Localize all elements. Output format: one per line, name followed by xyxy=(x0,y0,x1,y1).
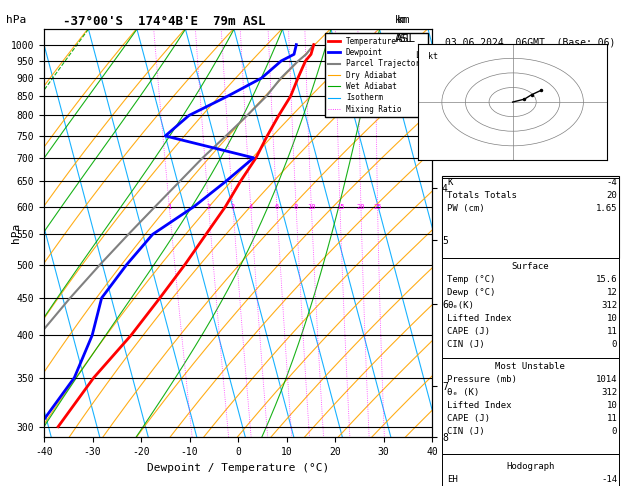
Text: 8: 8 xyxy=(294,204,298,210)
Text: Lifted Index: Lifted Index xyxy=(447,314,511,323)
Text: -37°00'S  174°4B'E  79m ASL: -37°00'S 174°4B'E 79m ASL xyxy=(63,15,265,28)
Text: 0: 0 xyxy=(612,427,617,436)
Text: θₑ(K): θₑ(K) xyxy=(447,301,474,310)
Text: 12: 12 xyxy=(606,288,617,297)
Text: θₑ (K): θₑ (K) xyxy=(447,388,479,397)
Text: CAPE (J): CAPE (J) xyxy=(447,414,490,423)
Text: 15: 15 xyxy=(336,204,344,210)
FancyBboxPatch shape xyxy=(442,178,619,258)
Text: CIN (J): CIN (J) xyxy=(447,340,485,349)
Text: hPa: hPa xyxy=(6,15,26,25)
Text: 20: 20 xyxy=(606,191,617,200)
Text: 15.6: 15.6 xyxy=(596,275,617,284)
Text: 03.06.2024  06GMT  (Base: 06): 03.06.2024 06GMT (Base: 06) xyxy=(445,37,616,47)
Text: -4: -4 xyxy=(606,178,617,187)
Text: CAPE (J): CAPE (J) xyxy=(447,327,490,336)
Text: LCL: LCL xyxy=(415,52,430,60)
Text: PW (cm): PW (cm) xyxy=(447,204,485,213)
FancyBboxPatch shape xyxy=(442,258,619,358)
Text: -14: -14 xyxy=(601,475,617,484)
FancyBboxPatch shape xyxy=(442,176,619,258)
Text: 11: 11 xyxy=(606,414,617,423)
Text: 10: 10 xyxy=(307,204,316,210)
Text: Pressure (mb): Pressure (mb) xyxy=(447,375,517,384)
Text: ASL: ASL xyxy=(396,34,416,44)
Text: 312: 312 xyxy=(601,301,617,310)
Text: 10: 10 xyxy=(606,401,617,410)
Text: Temp (°C): Temp (°C) xyxy=(447,275,496,284)
Text: 1: 1 xyxy=(167,204,172,210)
Text: 20: 20 xyxy=(357,204,365,210)
Text: 312: 312 xyxy=(601,388,617,397)
Text: K: K xyxy=(447,178,452,187)
Text: 25: 25 xyxy=(373,204,382,210)
Text: 6: 6 xyxy=(275,204,279,210)
Legend: Temperature, Dewpoint, Parcel Trajectory, Dry Adiabat, Wet Adiabat, Isotherm, Mi: Temperature, Dewpoint, Parcel Trajectory… xyxy=(325,33,428,117)
Text: km: km xyxy=(396,15,409,25)
Text: ASL: ASL xyxy=(395,34,413,44)
FancyBboxPatch shape xyxy=(442,358,619,454)
Text: kt: kt xyxy=(428,52,438,61)
Text: km: km xyxy=(395,15,407,25)
Text: 4: 4 xyxy=(248,204,253,210)
Text: 0: 0 xyxy=(612,340,617,349)
X-axis label: Dewpoint / Temperature (°C): Dewpoint / Temperature (°C) xyxy=(147,463,329,473)
Text: Totals Totals: Totals Totals xyxy=(447,191,517,200)
Text: Lifted Index: Lifted Index xyxy=(447,401,511,410)
Text: Hodograph: Hodograph xyxy=(506,462,555,471)
Text: 11: 11 xyxy=(606,327,617,336)
Text: 1014: 1014 xyxy=(596,375,617,384)
Text: 3: 3 xyxy=(231,204,235,210)
Text: Dewp (°C): Dewp (°C) xyxy=(447,288,496,297)
Y-axis label: hPa: hPa xyxy=(11,223,21,243)
Text: EH: EH xyxy=(447,475,458,484)
Text: 1.65: 1.65 xyxy=(596,204,617,213)
FancyBboxPatch shape xyxy=(442,454,619,486)
Text: Most Unstable: Most Unstable xyxy=(496,362,565,371)
Text: CIN (J): CIN (J) xyxy=(447,427,485,436)
Text: Surface: Surface xyxy=(511,262,549,271)
Text: 10: 10 xyxy=(606,314,617,323)
Text: 2: 2 xyxy=(206,204,211,210)
